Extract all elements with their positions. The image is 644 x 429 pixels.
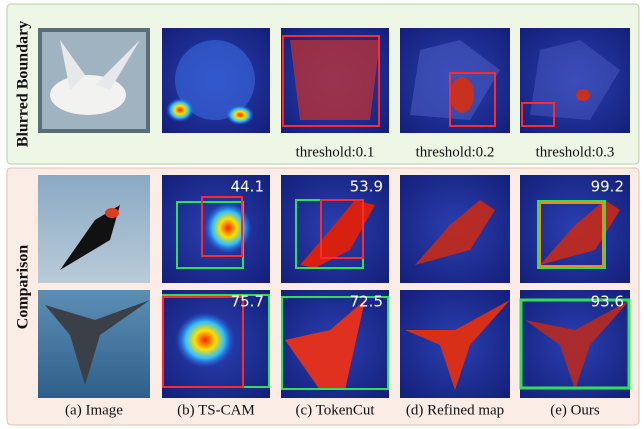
heatmap: [162, 28, 270, 133]
threshold-label: threshold:0.1: [296, 144, 375, 160]
score: 99.2: [591, 178, 624, 196]
heatmap: [400, 290, 510, 398]
caption: (c) TokenCut: [295, 402, 375, 418]
caption: (d) Refined map: [406, 402, 504, 418]
score: 44.1: [231, 178, 264, 196]
threshold-label: threshold:0.2: [416, 144, 495, 160]
panel-label: Blurred Boundary: [15, 21, 32, 147]
heatmap: [400, 175, 510, 283]
heatmap: [520, 28, 630, 133]
score: 72.5: [350, 293, 383, 311]
caption: (b) TS-CAM: [177, 402, 255, 418]
score: 93.6: [591, 293, 624, 311]
figure: Blurred Boundary threshold:0.1 threshold…: [0, 0, 644, 429]
image: [38, 28, 150, 133]
image: [38, 175, 150, 283]
heatmap: [281, 28, 389, 133]
heatmap: [400, 28, 510, 133]
image: [38, 290, 150, 398]
score: 53.9: [350, 178, 383, 196]
score: 75.7: [231, 293, 264, 311]
caption: (a) Image: [65, 402, 123, 418]
panel-label: Comparison: [15, 245, 32, 330]
threshold-label: threshold:0.3: [536, 144, 615, 160]
caption: (e) Ours: [550, 402, 600, 418]
